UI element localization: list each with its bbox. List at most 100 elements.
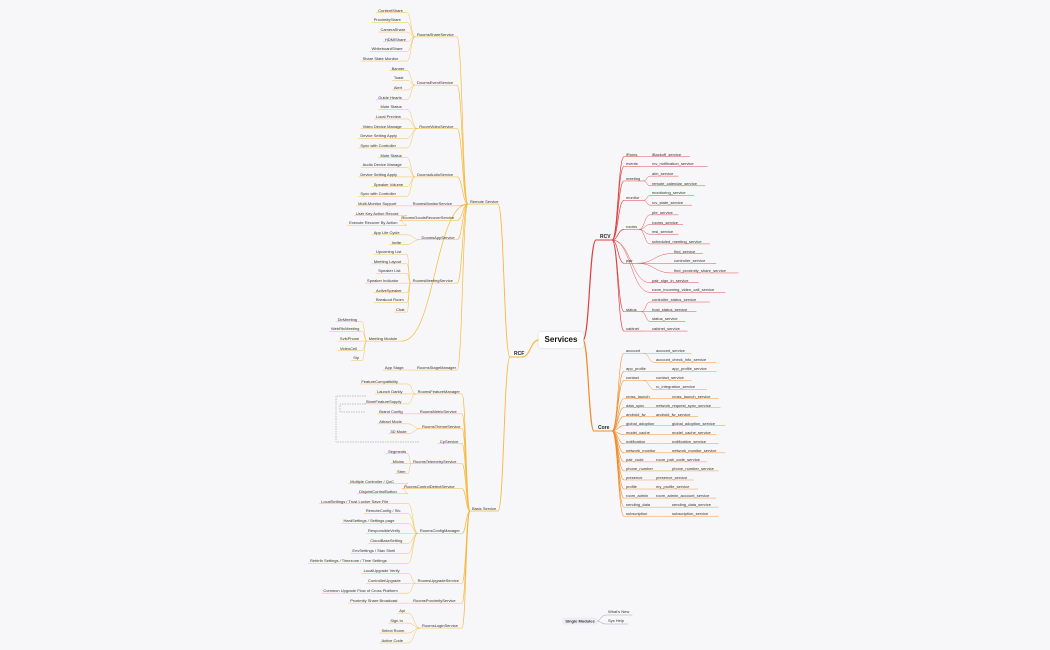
leaf-node[interactable]: SvfcPhone [339,336,360,342]
leaf-node[interactable]: Share State Monitor [362,56,399,62]
group-node[interactable]: RoomsMetricService [419,408,457,414]
leaf-node[interactable]: aim_service [652,171,674,177]
group-node[interactable]: monitor [626,195,640,201]
leaf-node[interactable]: Sys Help [608,618,625,623]
leaf-node[interactable]: WebRtcMeeting [330,326,360,332]
group-node[interactable]: profile [626,484,637,490]
leaf-node[interactable]: Chat [396,307,405,313]
group-node[interactable]: RoomsTelemetryService [413,458,457,464]
group-node[interactable]: account [626,348,641,354]
remote-service-node[interactable]: Remote Service [470,199,499,204]
group-node[interactable]: contact [626,375,639,381]
basic-service-node[interactable]: Basic Service [472,506,497,511]
leaf-node[interactable]: pbr_service [652,209,673,215]
leaf-node[interactable]: rc_integration_service [656,384,696,390]
group-node[interactable]: DoomsEventService [417,80,454,86]
leaf-node[interactable]: Common Upgrade Flow of Cross Platform [323,588,398,594]
leaf-node[interactable]: app_profile_service [672,366,707,372]
leaf-node[interactable]: Strm [397,468,406,474]
leaf-node[interactable]: Brand Config [379,408,403,414]
leaf-node[interactable]: room_pair_code_service [656,456,700,462]
group-node[interactable]: model_cache [626,429,650,435]
group-node[interactable]: notification [626,438,646,444]
leaf-node[interactable]: Speaker Volume [373,181,404,187]
leaf-node[interactable]: Banner [391,65,405,71]
leaf-node[interactable]: controller_status_service [652,297,697,302]
leaf-node[interactable]: find_service [674,248,696,254]
group-node[interactable]: RoomsStageManager [417,365,456,371]
group-node[interactable]: app_profile [626,366,646,372]
leaf-node[interactable]: FeatureCompatibility [361,378,399,384]
group-node[interactable]: presence [626,474,643,480]
leaf-node[interactable]: account_service [656,348,685,354]
leaf-node[interactable]: EnvSettings / Stav Shell [352,548,396,554]
leaf-node[interactable]: User Key Action Record [355,210,399,216]
leaf-node[interactable]: Launch Darkly [376,388,403,394]
group-node[interactable]: sending_data [626,502,651,508]
leaf-node[interactable]: CameraShare [380,27,406,33]
leaf-node[interactable]: Audio Device Manage [362,162,402,168]
leaf-node[interactable]: Sync with Controller [360,191,396,197]
leaf-node[interactable]: ControllerUpgrade [368,578,401,584]
leaf-node[interactable]: room_admin_account_service [656,493,710,499]
group-node[interactable]: iRoms [626,151,638,157]
leaf-node[interactable]: notification_service [672,438,707,444]
leaf-node[interactable]: ActiveSpeaker [375,287,402,293]
group-node[interactable]: RoomsMonitorService [412,200,452,206]
leaf-node[interactable]: phone_number_service [672,465,714,471]
group-node[interactable]: RoomsUpgradeService [417,578,459,584]
leaf-node[interactable]: Mute Status [380,104,402,110]
leaf-node[interactable]: RemoteConfig / Sfc [365,508,401,514]
group-node[interactable]: RoomsMeetingService [412,278,453,284]
group-node[interactable]: cross_launch [626,393,650,399]
leaf-node[interactable]: Mixins [392,458,404,464]
leaf-node[interactable]: 3D Mode [390,428,407,434]
leaf-node[interactable]: VideoCell [339,345,357,351]
group-node[interactable]: RoomsShareService [417,31,454,37]
leaf-node[interactable]: find_proximity_share_service [674,267,726,273]
leaf-node[interactable]: Select Room [381,628,405,634]
leaf-node[interactable]: android_fw_service [656,411,691,417]
leaf-node[interactable]: Attract Mode [379,418,402,424]
group-node[interactable]: android_fw [626,411,646,417]
leaf-node[interactable]: Invite [391,239,402,245]
group-node[interactable]: RoomsThemeService [422,423,461,429]
leaf-node[interactable]: Upcoming List [375,249,402,255]
group-node[interactable]: phone_number [626,465,653,471]
leaf-node[interactable]: App Life Cycle [373,229,400,235]
leaf-node[interactable]: model_cache_service [672,429,711,435]
group-node[interactable]: RoomVideoService [419,123,454,129]
group-node[interactable]: RoomsConfigManager [419,528,460,534]
group-node[interactable]: Meeting Module [368,336,398,342]
group-node[interactable]: pair_code [626,456,644,462]
leaf-node[interactable]: Segments [388,448,407,454]
leaf-node[interactable]: Meeting Layout [373,258,402,264]
group-node[interactable]: subscription [626,511,648,517]
leaf-node[interactable]: Active Code [381,638,404,643]
leaf-node[interactable]: Proximity Share Broadcast [350,598,398,604]
leaf-node[interactable]: Guide Hearts [378,94,402,100]
leaf-node[interactable]: Rebirth Settings / Timezone / Time Setti… [310,558,387,564]
leaf-node[interactable]: Speaker Indicator [367,278,399,284]
leaf-node[interactable]: What's New [608,609,630,614]
leaf-node[interactable]: Toast [393,75,404,81]
group-node[interactable]: DoomsAppService [421,234,455,240]
leaf-node[interactable]: remote_calendar_service [652,180,697,186]
leaf-node[interactable]: rcv_state_service [652,200,684,206]
group-node[interactable]: events [626,161,638,167]
leaf-node[interactable]: contact_service [656,375,684,381]
leaf-node[interactable]: ResponsibleVerify [368,528,401,534]
leaf-node[interactable]: rooms_service [652,219,679,225]
leaf-node[interactable]: cross_launch_service [672,393,711,399]
leaf-node[interactable]: StoreFeatureSupply [365,398,402,404]
group-node[interactable]: RoomsProximityService [413,598,456,604]
leaf-node[interactable]: Multi-Monitor Support [358,200,397,206]
group-node[interactable]: RoomsControlDetectService [404,483,455,489]
leaf-node[interactable]: Alert [393,84,403,90]
leaf-node[interactable]: LocalUpgrade Verify [363,568,400,574]
leaf-node[interactable]: my_profile_service [656,484,690,490]
leaf-node[interactable]: subscription_service [672,511,709,517]
leaf-node[interactable]: Multiple Controller / QoC [350,478,394,484]
core-node[interactable]: Core [598,425,610,431]
leaf-node[interactable]: DisjointControlButton [359,488,397,494]
